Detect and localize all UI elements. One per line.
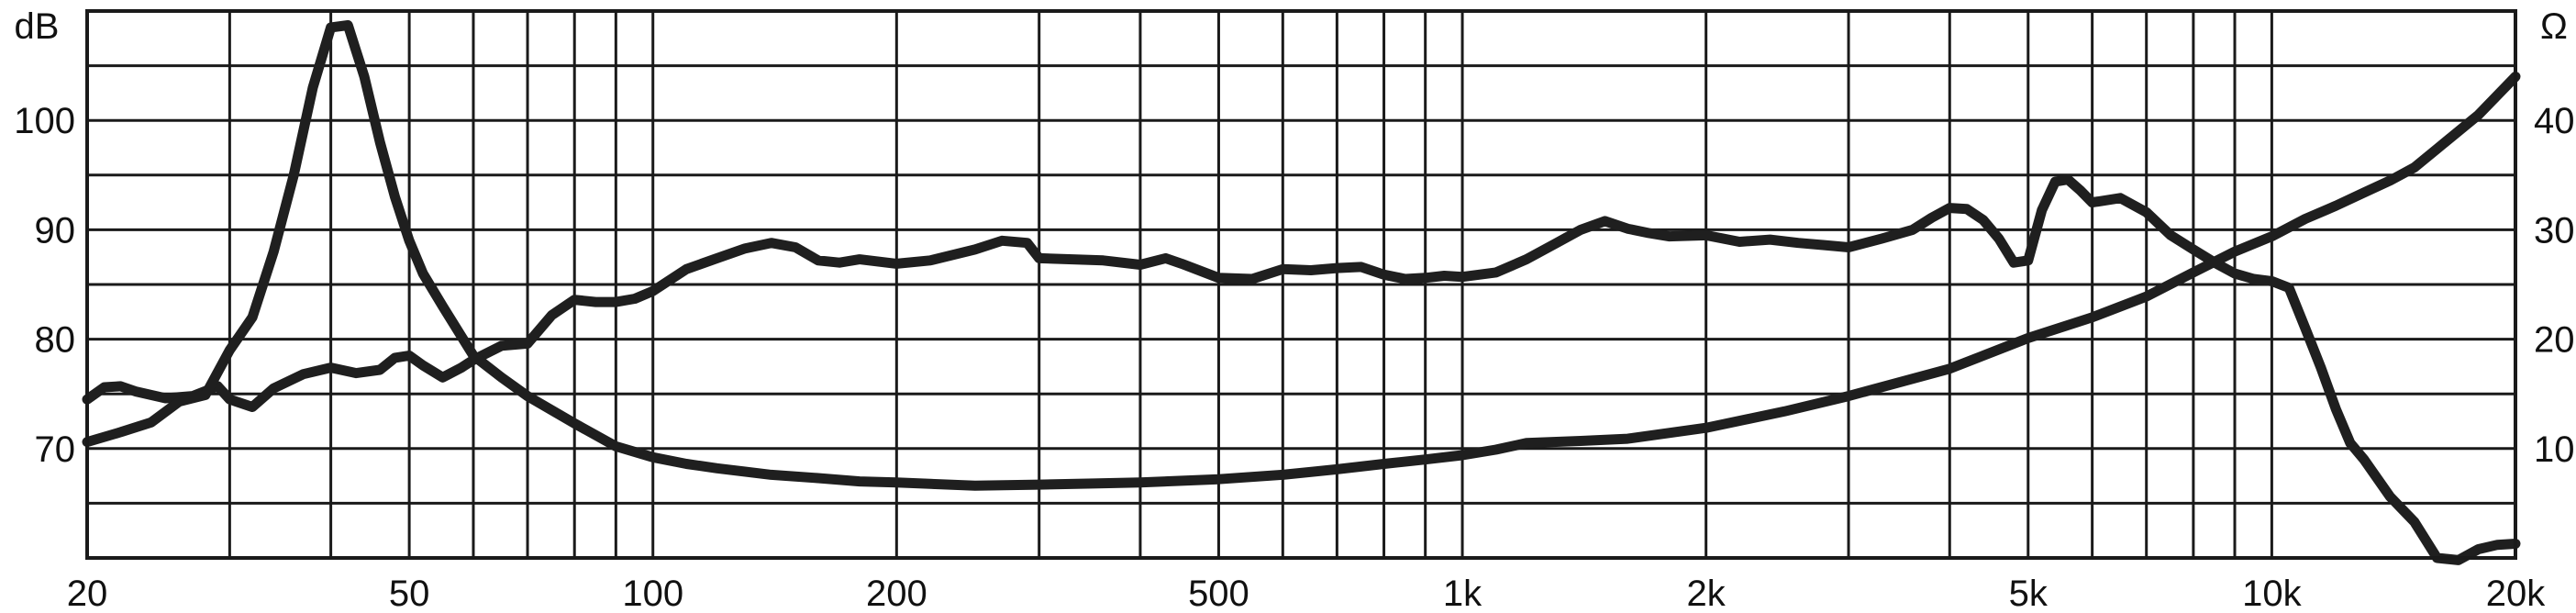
- x-tick-label: 500: [1188, 574, 1249, 613]
- x-tick-label: 5k: [2009, 574, 2049, 613]
- x-tick-label: 200: [866, 574, 927, 613]
- spl-curve: [82, 174, 2521, 565]
- x-tick-label: 50: [389, 574, 430, 613]
- y-tick-label-right: 20: [2534, 320, 2575, 361]
- plot-frame: [85, 9, 2517, 560]
- y-tick-label-right: 30: [2534, 210, 2575, 251]
- x-tick-label: 1k: [1443, 574, 1482, 613]
- x-tick-label: 100: [622, 574, 683, 613]
- x-tick-label: 10k: [2242, 574, 2302, 613]
- y-tick-label-left: 70: [35, 429, 76, 470]
- x-tick-label: 20k: [2486, 574, 2546, 613]
- x-tick-label: 2k: [1687, 574, 1727, 613]
- x-tick-label: 20: [67, 574, 108, 613]
- axis-labels: dB Ω 20 50 100 200 500 1k 2k 5k 10k 20k 70 80 90 100 1…: [14, 6, 2574, 613]
- y-tick-label-left: 80: [35, 320, 76, 361]
- y-tick-label-left: 90: [35, 210, 76, 251]
- y-axis-unit-left: dB: [15, 6, 60, 47]
- y-tick-label-left: 100: [14, 101, 75, 141]
- y-axis-unit-right: Ω: [2540, 6, 2568, 47]
- curves: [82, 20, 2521, 565]
- y-tick-label-right: 40: [2534, 101, 2575, 141]
- y-tick-label-right: 10: [2534, 429, 2575, 470]
- impedance-curve: [82, 20, 2521, 491]
